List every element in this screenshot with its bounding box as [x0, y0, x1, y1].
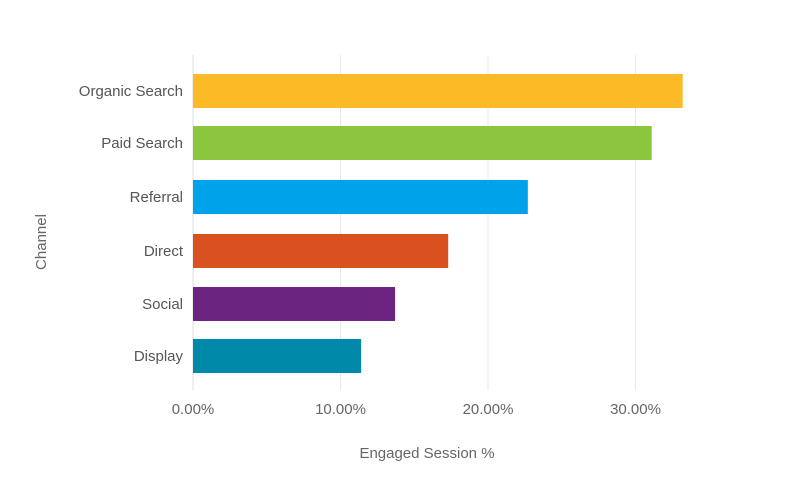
bar-social [193, 287, 396, 321]
category-label: Paid Search [101, 135, 183, 152]
category-label: Direct [144, 243, 184, 260]
x-tick-label: 30.00% [610, 401, 661, 418]
bar-referral [193, 180, 528, 214]
category-label: Social [142, 296, 183, 313]
bars [193, 74, 683, 373]
category-label: Organic Search [79, 83, 183, 100]
x-tick-label: 20.00% [463, 401, 514, 418]
bar-direct [193, 234, 449, 268]
bar-display [193, 339, 362, 373]
x-tick-label: 0.00% [172, 401, 215, 418]
category-label: Referral [130, 189, 183, 206]
category-labels: Organic Search Paid Search Referral Direct S… [79, 83, 184, 365]
bar-organic-search [193, 74, 683, 108]
x-tick-labels: 0.00% 10.00% 20.00% 30.00% [172, 401, 661, 418]
bar-paid-search [193, 126, 652, 160]
category-label: Display [134, 348, 184, 365]
x-tick-label: 10.00% [315, 401, 366, 418]
gridlines [192, 55, 636, 390]
y-axis-title: Channel [33, 214, 50, 270]
x-axis-title: Engaged Session % [359, 445, 494, 462]
